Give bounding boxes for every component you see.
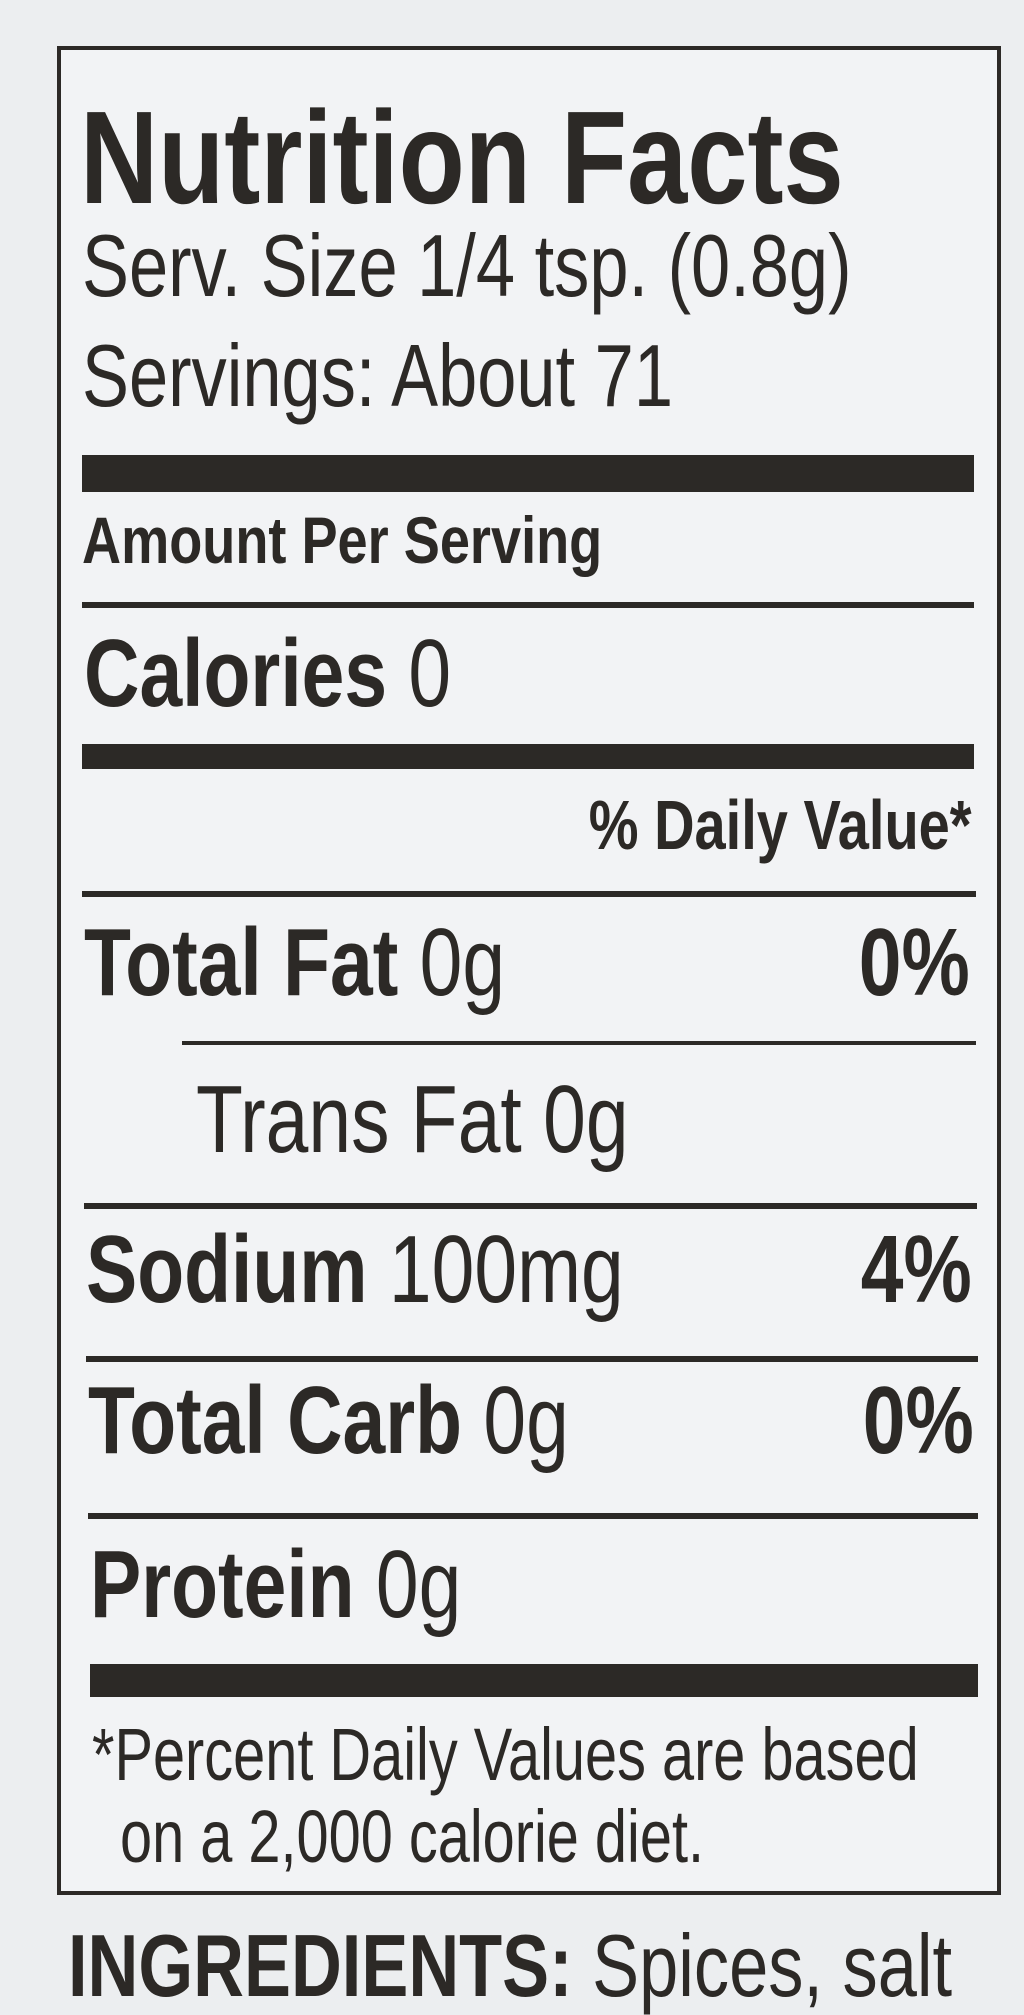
nutrient-dv: 0% xyxy=(859,915,970,1011)
ingredients-label: INGREDIENTS: xyxy=(68,1916,573,2015)
divider xyxy=(86,1356,978,1362)
nutrient-row-total-fat: Total Fat 0g xyxy=(84,915,505,1011)
nutrient-amount: 100mg xyxy=(388,1216,624,1323)
thick-divider xyxy=(82,455,974,492)
nutrient-amount: 0g xyxy=(419,909,506,1016)
daily-value-header: % Daily Value* xyxy=(589,786,972,864)
dv-value: 4% xyxy=(861,1216,972,1323)
nutrient-row-protein: Protein 0g xyxy=(90,1537,461,1633)
amount-per-serving: Amount Per Serving xyxy=(82,503,603,577)
nutrient-name: Total Fat xyxy=(84,909,399,1016)
footnote-line-2: on a 2,000 calorie diet. xyxy=(120,1795,705,1878)
calories-row: Calories 0 xyxy=(84,626,451,722)
divider xyxy=(82,602,974,608)
nutrient-row-trans-fat: Trans Fat 0g xyxy=(196,1072,629,1168)
calories-label: Calories xyxy=(84,620,388,727)
divider xyxy=(82,891,976,897)
nutrient-row-total-carb: Total Carb 0g xyxy=(88,1373,569,1469)
nutrient-amount: 0g xyxy=(543,1066,629,1173)
nutrient-dv: 4% xyxy=(861,1222,972,1318)
nutrient-row-sodium: Sodium 100mg xyxy=(86,1222,624,1318)
nutrient-name: Protein xyxy=(90,1531,355,1638)
label-title: Nutrition Facts xyxy=(80,84,844,231)
thick-divider xyxy=(82,744,974,769)
divider xyxy=(84,1203,977,1209)
calories-value: 0 xyxy=(408,620,452,727)
ingredients-line: INGREDIENTS: Spices, salt xyxy=(68,1922,952,2010)
dv-value: 0% xyxy=(863,1367,974,1474)
nutrient-name: Trans Fat xyxy=(196,1066,522,1173)
nutrition-facts-panel xyxy=(57,46,1001,1895)
nutrient-amount: 0g xyxy=(375,1531,462,1638)
nutrient-amount: 0g xyxy=(483,1367,569,1474)
thick-divider xyxy=(90,1664,978,1697)
nutrient-dv: 0% xyxy=(863,1373,974,1469)
nutrient-name: Sodium xyxy=(86,1216,368,1323)
serving-size: Serv. Size 1/4 tsp. (0.8g) xyxy=(82,216,852,315)
divider xyxy=(88,1513,978,1519)
nutrient-name: Total Carb xyxy=(88,1367,463,1474)
ingredients-text: Spices, salt xyxy=(592,1916,953,2015)
dv-value: 0% xyxy=(859,909,970,1016)
servings-per-container: Servings: About 71 xyxy=(82,326,673,425)
divider xyxy=(182,1041,976,1045)
footnote-line-1: *Percent Daily Values are based xyxy=(92,1713,919,1796)
